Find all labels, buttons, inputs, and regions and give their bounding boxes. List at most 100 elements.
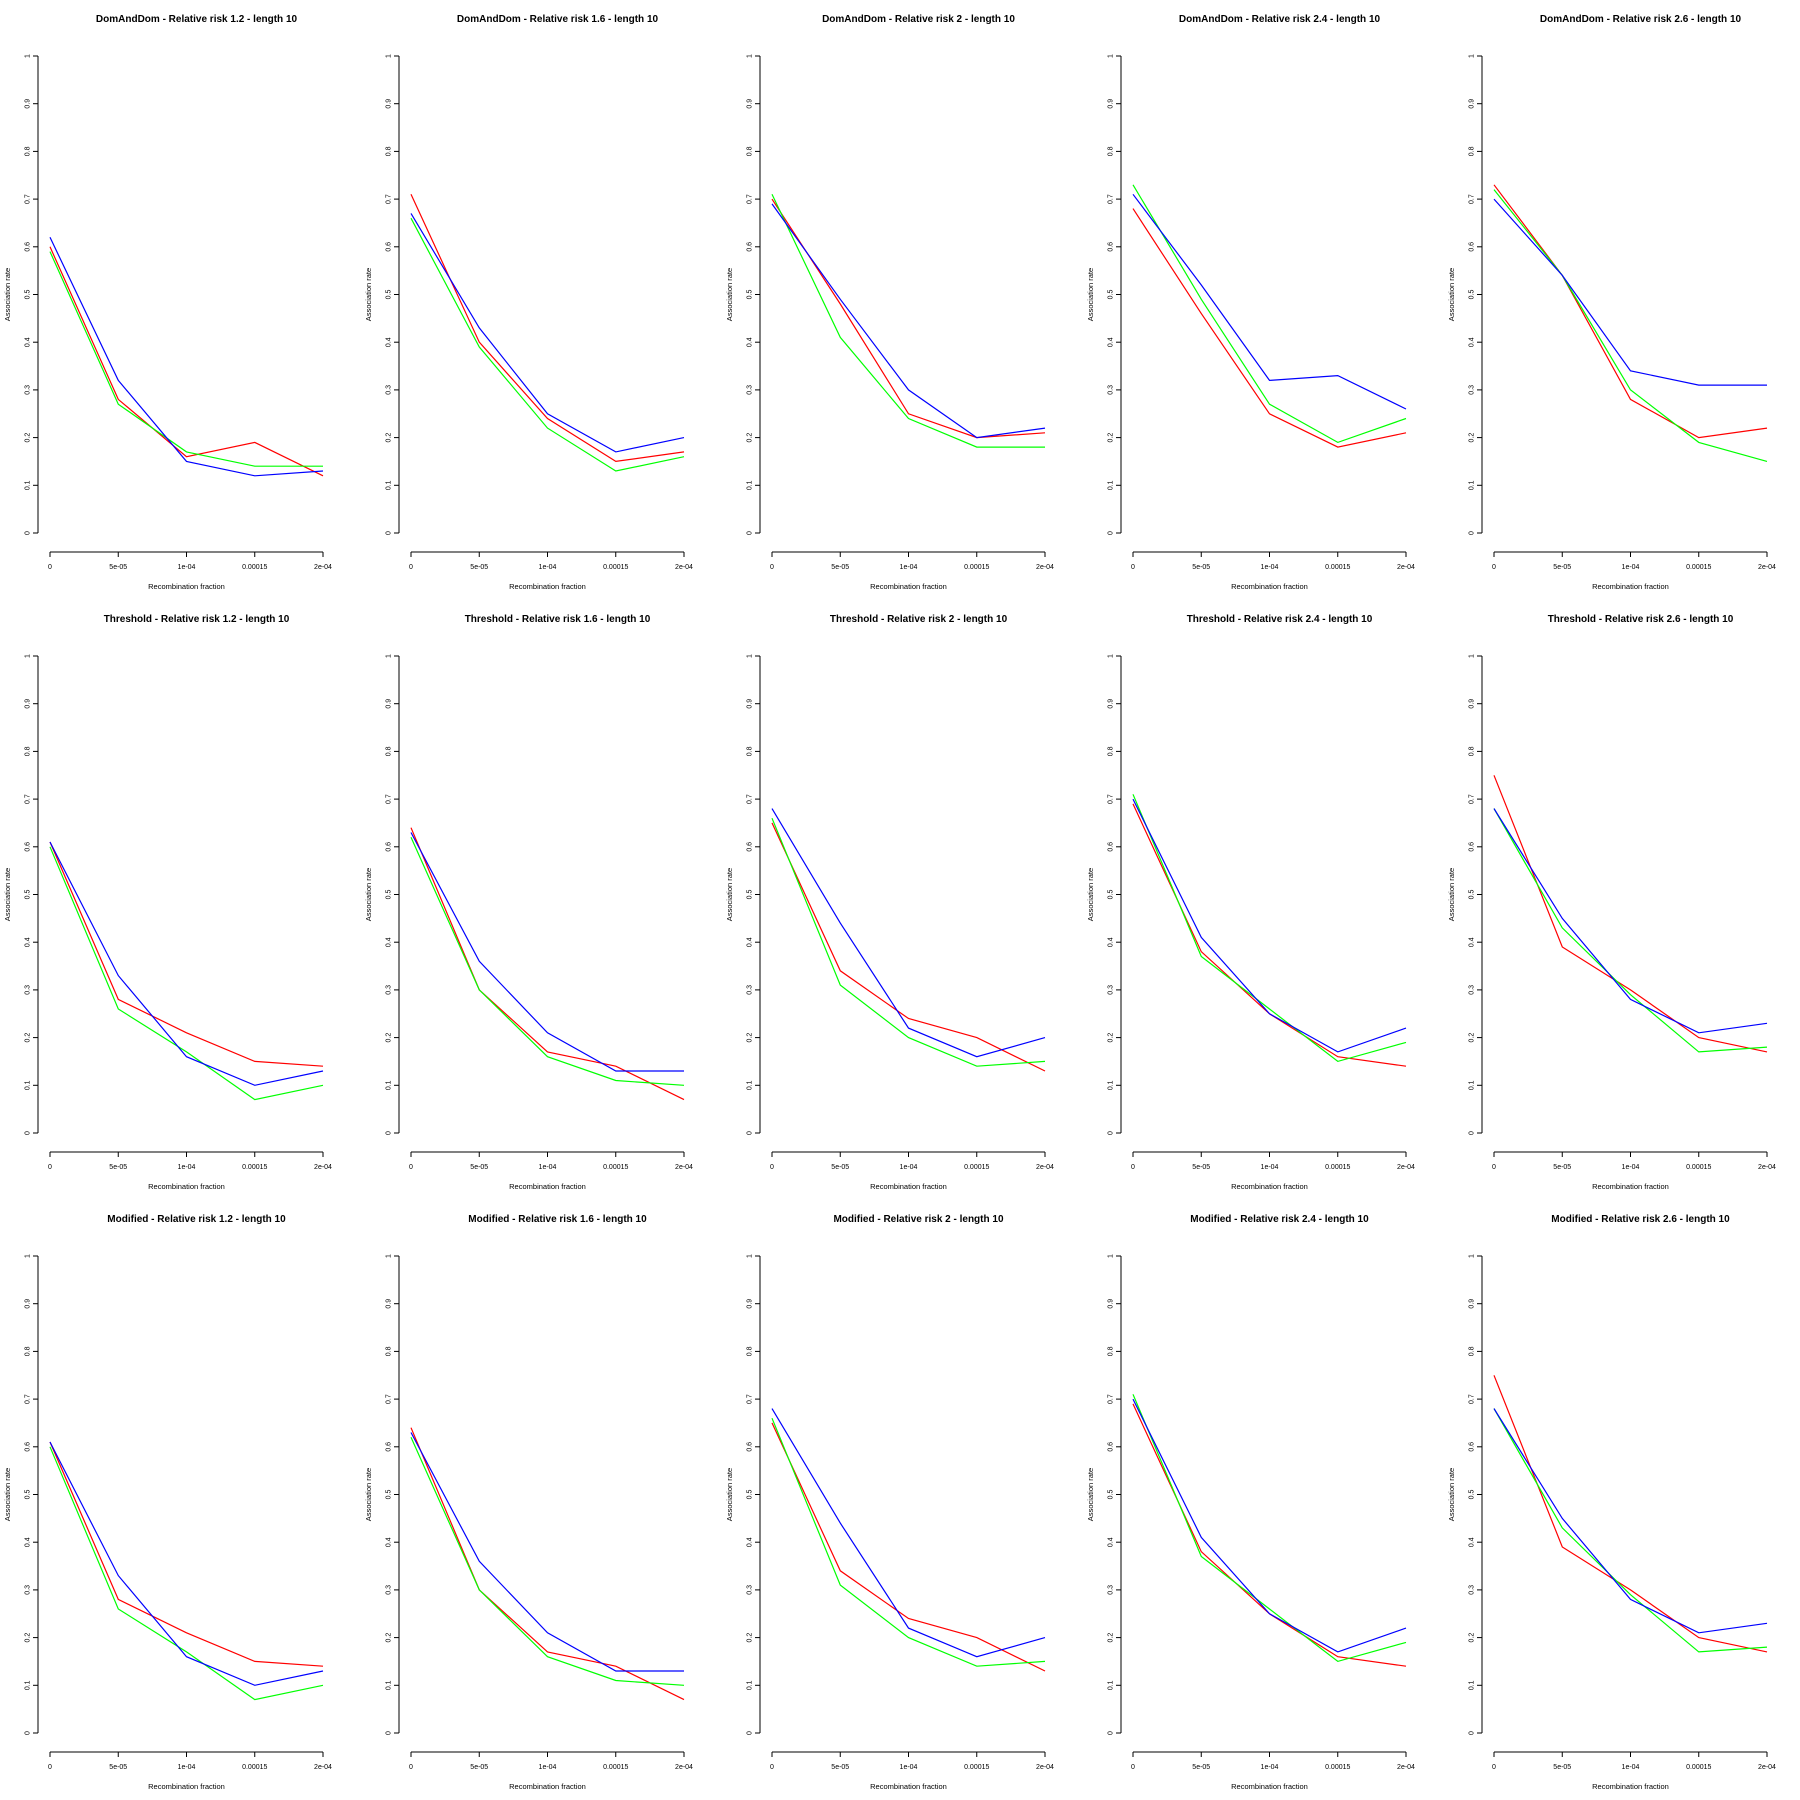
x-tick-label: 0.00015 [242,1164,267,1171]
y-tick-label: 0.8 [747,746,754,756]
x-tick-label: 0 [1131,1164,1135,1171]
x-tick-label: 5e-05 [470,1764,488,1771]
x-tick-label: 2e-04 [675,564,693,571]
chart-panel: Modified - Relative risk 2.6 - length 10… [1447,1214,1776,1791]
y-tick-label: 0.2 [25,1633,32,1643]
x-tick-label: 1e-04 [900,1764,918,1771]
y-tick-label: 0.2 [1469,1033,1476,1043]
y-tick-label: 0.1 [25,480,32,490]
y-tick-label: 0.3 [747,385,754,395]
y-axis-title: Association rate [725,1468,734,1521]
x-axis-title: Recombination fraction [1592,1182,1669,1191]
y-tick-label: 0.2 [386,1033,393,1043]
x-tick-label: 0 [409,1764,413,1771]
y-tick-label: 0.5 [386,290,393,300]
y-tick-label: 0.9 [386,1299,393,1309]
y-tick-label: 0.9 [386,699,393,709]
chart-title: Threshold - Relative risk 2 - length 10 [830,614,1008,625]
y-axis-title: Association rate [1086,1468,1095,1521]
y-tick-label: 0.4 [1469,337,1476,347]
y-tick-label: 0.3 [747,985,754,995]
y-tick-label: 0.6 [1469,1442,1476,1452]
y-tick-label: 0.6 [747,1442,754,1452]
series-line-blue [1493,198,1767,386]
y-tick-label: 0.5 [1108,1490,1115,1500]
y-tick-label: 0.1 [1469,1080,1476,1090]
y-tick-label: 0.3 [1108,985,1115,995]
y-tick-label: 0.6 [25,242,32,252]
chart-panel: DomAndDom - Relative risk 1.6 - length 1… [364,14,693,591]
y-tick-label: 0.7 [1108,794,1115,804]
y-tick-label: 0.7 [1108,1394,1115,1404]
y-tick-label: 0.1 [386,1080,393,1090]
y-tick-label: 0.6 [1469,242,1476,252]
y-tick-label: 1 [1469,1254,1476,1258]
y-tick-label: 0.8 [1108,746,1115,756]
series-line-red [1493,1375,1768,1653]
y-tick-label: 0.3 [1469,385,1476,395]
series-line-green [1132,1394,1407,1663]
y-tick-label: 0.8 [747,1346,754,1356]
y-tick-label: 0 [1108,531,1115,535]
y-tick-label: 0.9 [1469,99,1476,109]
y-tick-label: 1 [1108,654,1115,658]
x-tick-label: 5e-05 [1192,564,1210,571]
series-line-red [1493,775,1768,1053]
x-axis-title: Recombination fraction [1231,1782,1308,1791]
series-line-green [410,217,685,472]
y-axis-title: Association rate [3,1468,12,1521]
x-tick-label: 1e-04 [900,564,918,571]
x-tick-label: 0.00015 [603,1764,628,1771]
y-tick-label: 0.2 [25,1033,32,1043]
y-tick-label: 0.9 [1469,1299,1476,1309]
y-tick-label: 0.1 [1108,480,1115,490]
y-tick-label: 0 [386,1731,393,1735]
y-tick-label: 0.2 [1469,433,1476,443]
chart-panel: Threshold - Relative risk 2.6 - length 1… [1447,614,1776,1191]
chart-panel: Modified - Relative risk 2 - length 10 0 0… [725,1214,1054,1791]
x-tick-label: 2e-04 [675,1164,693,1171]
chart-title: DomAndDom - Relative risk 2 - length 10 [822,14,1015,25]
x-tick-label: 5e-05 [831,564,849,571]
y-tick-label: 0.8 [386,746,393,756]
x-tick-label: 2e-04 [675,1764,693,1771]
y-tick-label: 0.6 [747,242,754,252]
y-tick-label: 0.3 [1469,985,1476,995]
y-tick-label: 0 [1469,1131,1476,1135]
chart-title: Threshold - Relative risk 2.6 - length 1… [1548,614,1734,625]
chart-panel: Threshold - Relative risk 2 - length 10 0… [725,614,1054,1191]
series-line-red [771,822,1046,1072]
y-tick-label: 0 [747,1131,754,1135]
y-tick-label: 0.5 [25,890,32,900]
y-tick-label: 0 [747,531,754,535]
series-line-blue [1132,1398,1407,1653]
x-axis-title: Recombination fraction [1231,582,1308,591]
y-tick-label: 0.2 [747,433,754,443]
chart-title: DomAndDom - Relative risk 2.6 - length 1… [1540,14,1742,25]
y-tick-label: 0.8 [386,1346,393,1356]
y-tick-label: 0.8 [1108,146,1115,156]
x-tick-label: 0 [770,564,774,571]
x-tick-label: 0.00015 [1325,1764,1350,1771]
y-axis-title: Association rate [1086,268,1095,321]
y-tick-label: 0.7 [747,194,754,204]
y-tick-label: 0.3 [386,385,393,395]
y-tick-label: 0.5 [386,1490,393,1500]
y-tick-label: 0.4 [386,337,393,347]
y-tick-label: 0.8 [747,146,754,156]
y-tick-label: 0.4 [1469,1537,1476,1547]
y-tick-label: 0.5 [25,1490,32,1500]
series-line-blue [410,213,685,453]
x-tick-label: 2e-04 [1036,564,1054,571]
y-tick-label: 1 [386,1254,393,1258]
y-tick-label: 0.9 [25,99,32,109]
series-line-green [1493,808,1768,1053]
y-tick-label: 0.7 [1108,194,1115,204]
y-tick-label: 0.4 [1469,937,1476,947]
series-line-green [410,1437,685,1686]
series-line-green [771,817,1046,1067]
y-tick-label: 0.5 [747,1490,754,1500]
series-line-blue [49,1441,324,1686]
y-tick-label: 0 [25,1131,32,1135]
